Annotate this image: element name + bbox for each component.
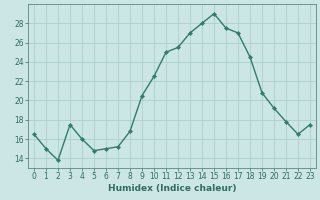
X-axis label: Humidex (Indice chaleur): Humidex (Indice chaleur) [108,184,236,193]
